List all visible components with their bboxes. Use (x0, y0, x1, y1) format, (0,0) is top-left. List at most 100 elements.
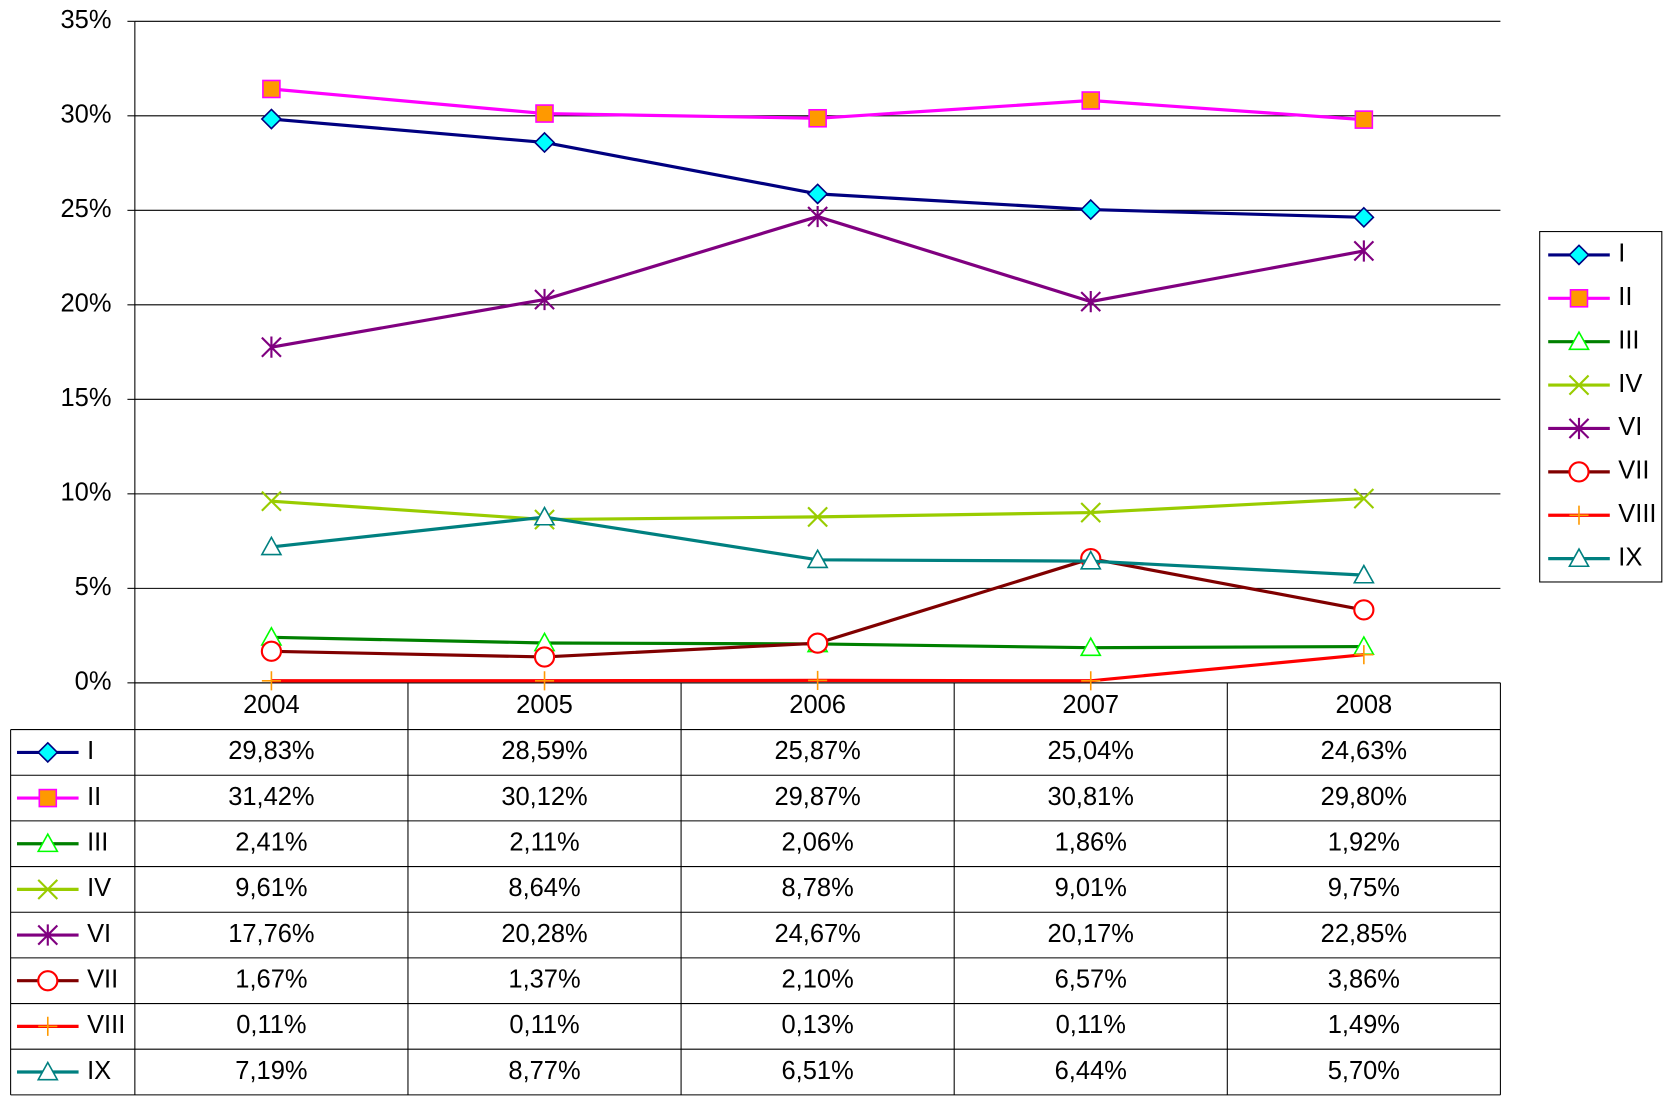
marker-shape (39, 790, 56, 807)
chart: 0%5%10%15%20%25%30%35%200420052006200720… (0, 0, 1665, 1096)
marker-shape (1355, 111, 1372, 128)
table-value: 1,49% (1328, 1011, 1400, 1039)
table-series-name: II (87, 783, 101, 811)
table-value: 25,04% (1048, 737, 1134, 765)
marker-shape (38, 1017, 57, 1036)
marker-shape (263, 80, 280, 97)
legend-label: VIII (1618, 500, 1656, 528)
y-tick-label: 10% (61, 479, 112, 507)
legend-label: II (1618, 283, 1632, 311)
marker-shape (1081, 671, 1100, 690)
marker-shape (536, 105, 553, 122)
table-value: 24,67% (774, 920, 860, 948)
series-line (271, 217, 1363, 348)
table-value: 2,41% (235, 828, 307, 856)
table-value: 8,77% (508, 1057, 580, 1085)
table-value: 25,87% (774, 737, 860, 765)
marker (808, 206, 827, 227)
table-series-name: III (87, 828, 108, 856)
marker-shape (38, 971, 57, 990)
table-value: 31,42% (228, 783, 314, 811)
table-value: 9,75% (1328, 874, 1400, 902)
y-tick-label: 0% (75, 668, 112, 696)
legend-label: III (1618, 326, 1639, 354)
y-tick-label: 35% (61, 6, 112, 34)
x-tick-label: 2005 (516, 691, 573, 719)
legend-label: VII (1618, 457, 1649, 485)
marker (262, 642, 281, 661)
table-value: 20,28% (501, 920, 587, 948)
table-value: 2,10% (782, 965, 854, 993)
table-value: 0,11% (1056, 1011, 1126, 1039)
table-series-name: I (87, 737, 94, 765)
marker (1570, 290, 1587, 307)
table-series-name: VI (87, 920, 111, 948)
table-value: 0,11% (236, 1011, 306, 1039)
table-value: 17,76% (228, 920, 314, 948)
marker-shape (808, 671, 827, 690)
table-value: 1,67% (235, 965, 307, 993)
marker-shape (809, 110, 826, 127)
legend-label: VI (1618, 413, 1642, 441)
legend-label: I (1618, 240, 1625, 268)
marker (1569, 462, 1588, 481)
x-tick-label: 2008 (1336, 691, 1393, 719)
marker-shape (262, 109, 281, 128)
marker-shape (535, 133, 554, 152)
table-value: 29,83% (228, 737, 314, 765)
table-series-name: IX (87, 1057, 111, 1085)
y-tick-label: 30% (61, 101, 112, 129)
marker (38, 1017, 57, 1036)
marker (809, 110, 826, 127)
table-value: 30,81% (1048, 783, 1134, 811)
marker-shape (1354, 600, 1373, 619)
table-value: 24,63% (1321, 737, 1407, 765)
table-value: 6,57% (1055, 965, 1127, 993)
marker (1355, 111, 1372, 128)
legend-label: IX (1618, 543, 1642, 571)
table-value: 5,70% (1328, 1057, 1400, 1085)
y-tick-label: 15% (61, 384, 112, 412)
table-value: 29,80% (1321, 783, 1407, 811)
table-value: 8,64% (508, 874, 580, 902)
marker (1081, 671, 1100, 690)
marker (263, 80, 280, 97)
marker (1081, 200, 1100, 219)
x-tick-label: 2004 (243, 691, 300, 719)
marker (808, 634, 827, 653)
marker-shape (808, 634, 827, 653)
marker-shape (262, 642, 281, 661)
marker (808, 671, 827, 690)
x-tick-label: 2006 (789, 691, 846, 719)
table-value: 1,37% (508, 965, 580, 993)
marker (262, 109, 281, 128)
table-value: 6,44% (1055, 1057, 1127, 1085)
marker-shape (808, 206, 827, 227)
table-value: 6,51% (782, 1057, 854, 1085)
table-value: 22,85% (1321, 920, 1407, 948)
x-tick-label: 2007 (1062, 691, 1119, 719)
page: 0%5%10%15%20%25%30%35%200420052006200720… (0, 0, 1665, 1096)
table-value: 9,01% (1055, 874, 1127, 902)
legend-box (1540, 232, 1662, 582)
table-series-name: IV (87, 874, 111, 902)
marker (38, 971, 57, 990)
marker-shape (808, 184, 827, 203)
marker (535, 647, 554, 666)
marker (535, 671, 554, 690)
marker-shape (535, 671, 554, 690)
marker-shape (38, 743, 57, 762)
table-value: 20,17% (1048, 920, 1134, 948)
table-value: 0,11% (509, 1011, 579, 1039)
marker (262, 671, 281, 690)
marker (808, 184, 827, 203)
marker (1354, 600, 1373, 619)
marker-shape (535, 508, 554, 525)
marker (1082, 92, 1099, 109)
table-value: 2,11% (509, 828, 579, 856)
table-value: 9,61% (235, 874, 307, 902)
table-value: 29,87% (774, 783, 860, 811)
table-value: 3,86% (1328, 965, 1400, 993)
marker-shape (1081, 200, 1100, 219)
marker-shape (1570, 290, 1587, 307)
